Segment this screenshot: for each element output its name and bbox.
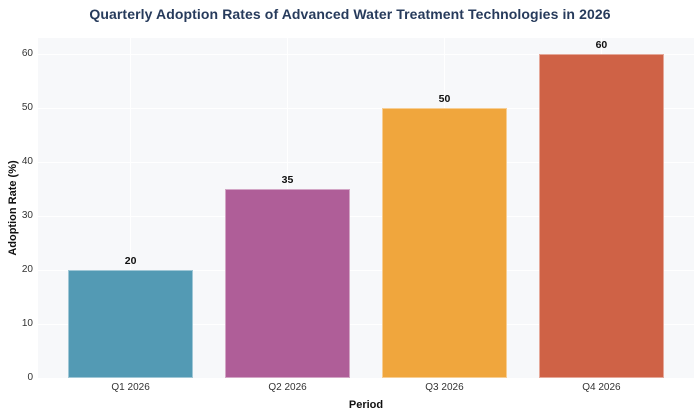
x-tick-label: Q4 2026	[582, 382, 621, 393]
y-tick-label: 20	[21, 264, 33, 276]
x-tick-label: Q3 2026	[425, 382, 464, 393]
bar	[224, 189, 351, 378]
y-axis-ticks: 0 10 20 30 40 50 60	[0, 38, 33, 383]
y-tick-label: 50	[21, 102, 33, 114]
x-axis-ticks: Q1 2026 Q2 2026 Q3 2026 Q4 2026	[38, 383, 694, 397]
y-tick-label: 40	[21, 156, 33, 168]
y-tick-label: 60	[21, 48, 33, 60]
chart-title: Quarterly Adoption Rates of Advanced Wat…	[89, 6, 611, 22]
h-gridline	[38, 323, 694, 325]
plot-area: 20 35 50 60	[38, 38, 694, 379]
bar	[67, 270, 194, 378]
h-gridline	[38, 161, 694, 163]
y-tick-label: 0	[27, 372, 33, 383]
h-gridline	[38, 269, 694, 271]
h-gridline	[38, 215, 694, 217]
bar-value-label: 20	[124, 254, 137, 267]
x-axis-label: Period	[348, 399, 384, 411]
y-tick-label: 30	[21, 210, 33, 222]
y-tick-label: 10	[21, 318, 33, 330]
x-tick-label: Q1 2026	[111, 382, 150, 393]
h-gridline	[38, 53, 694, 55]
bar-value-label: 35	[281, 173, 294, 186]
bar-value-label: 50	[438, 92, 451, 105]
v-gridline	[130, 38, 132, 378]
x-tick-label: Q2 2026	[268, 382, 307, 393]
h-gridline	[38, 107, 694, 109]
bar-value-label: 60	[595, 38, 608, 51]
bar	[381, 108, 508, 378]
bar	[538, 54, 665, 378]
h-gridline	[38, 377, 694, 379]
